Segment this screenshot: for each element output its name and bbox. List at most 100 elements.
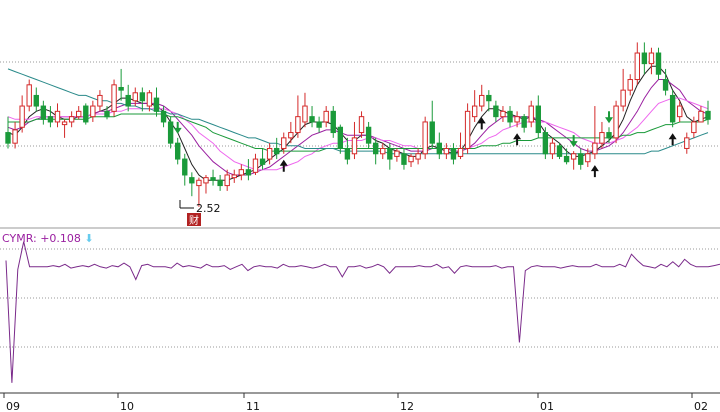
candle-up xyxy=(146,92,153,107)
candle-down xyxy=(139,92,146,102)
candle-down xyxy=(429,121,435,144)
candle-up xyxy=(266,147,273,160)
candle-down xyxy=(486,94,492,102)
candle-up xyxy=(380,147,386,155)
candle-down xyxy=(563,155,570,163)
candle-up xyxy=(408,155,414,163)
candle-down xyxy=(662,79,669,91)
candle-down xyxy=(521,116,527,128)
candle-up xyxy=(252,158,259,173)
candle-up xyxy=(26,84,32,107)
candle-up xyxy=(677,105,683,118)
candle-up xyxy=(464,110,471,149)
candle-up xyxy=(61,121,68,126)
x-axis-label: 02 xyxy=(694,400,708,412)
indicator-title: CYMR: +0.108 ⬇ xyxy=(2,232,94,245)
candle-down xyxy=(83,105,89,123)
candle-down xyxy=(387,147,393,160)
candle-up xyxy=(302,105,308,123)
moving-average-lines xyxy=(7,65,709,181)
candle-up xyxy=(224,174,230,187)
candle-up xyxy=(648,52,655,65)
candle-up xyxy=(97,94,103,107)
candle-up xyxy=(627,79,633,91)
candle-down xyxy=(535,105,541,134)
x-axis-label: 12 xyxy=(400,400,414,412)
candle-up xyxy=(203,177,209,184)
candle-down xyxy=(344,147,351,160)
candle-up xyxy=(471,105,478,118)
candle-up xyxy=(415,153,421,160)
buy-arrow-icon xyxy=(668,133,677,146)
x-axis: 09 10 11 12 01 02 xyxy=(3,393,708,412)
candle-up xyxy=(111,84,117,112)
candle-up xyxy=(12,129,18,144)
moving-average-ma4 xyxy=(8,113,709,152)
candle-down xyxy=(217,179,223,187)
candle-down xyxy=(118,86,124,91)
signal-arrows xyxy=(173,111,677,178)
candle-up xyxy=(76,110,82,118)
candle-up xyxy=(288,132,294,139)
candle-up xyxy=(68,116,75,123)
indicator-label: CYMR: +0.108 xyxy=(2,232,81,245)
candle-down xyxy=(705,110,711,120)
candle-down xyxy=(669,94,676,123)
candle-up xyxy=(358,116,365,134)
buy-arrow-icon xyxy=(590,165,599,178)
candle-down xyxy=(316,121,322,128)
candle-up xyxy=(549,142,556,155)
candle-up xyxy=(54,110,61,123)
candlesticks xyxy=(5,42,711,207)
candle-down xyxy=(273,147,280,155)
candle-up xyxy=(238,169,245,176)
candle-down xyxy=(245,169,252,176)
candle-down xyxy=(655,52,662,75)
candle-down xyxy=(372,142,379,155)
candle-down xyxy=(330,110,336,134)
candle-down xyxy=(104,110,110,118)
finance-badge xyxy=(187,213,201,226)
candle-down xyxy=(556,145,563,157)
candle-up xyxy=(620,89,626,107)
grid-lines xyxy=(0,61,720,394)
sell-arrow-icon xyxy=(605,111,614,124)
candle-up xyxy=(351,137,358,155)
candle-up xyxy=(19,105,25,128)
candle-down xyxy=(33,94,39,107)
candle-down xyxy=(153,97,160,112)
candle-down xyxy=(450,147,457,160)
candle-up xyxy=(281,137,287,149)
candle-up xyxy=(698,110,704,123)
candle-up xyxy=(500,110,506,118)
indicator-panel xyxy=(5,241,720,383)
candle-up xyxy=(394,150,400,157)
candle-down xyxy=(40,105,47,120)
candle-down xyxy=(309,116,315,123)
candle-down xyxy=(401,153,407,165)
candle-up xyxy=(528,105,534,123)
candle-up xyxy=(231,174,237,179)
candle-down xyxy=(578,153,584,165)
candle-up xyxy=(691,121,697,134)
moving-average-ma5 xyxy=(7,68,709,155)
candle-up xyxy=(443,147,450,155)
candle-up xyxy=(132,92,138,102)
low-price-label: 2.52 xyxy=(196,202,221,215)
indicator-down-arrow-icon: ⬇ xyxy=(84,232,94,245)
candle-up xyxy=(585,153,591,163)
candle-down xyxy=(175,142,181,160)
buy-arrow-icon xyxy=(477,117,486,130)
candle-down xyxy=(160,110,167,123)
candle-down xyxy=(493,105,499,118)
candle-up xyxy=(422,121,428,155)
candle-up xyxy=(634,52,640,81)
candle-down xyxy=(189,177,195,184)
buy-arrow-icon xyxy=(279,159,288,172)
candle-down xyxy=(365,126,372,144)
candle-up xyxy=(613,105,619,139)
candle-down xyxy=(210,177,216,181)
x-axis-label: 01 xyxy=(540,400,554,412)
x-axis-label: 11 xyxy=(246,400,260,412)
candle-down xyxy=(606,132,612,139)
